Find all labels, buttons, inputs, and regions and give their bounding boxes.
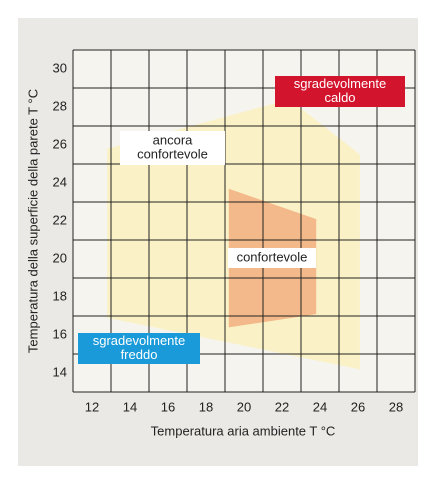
x-tick-label: 18 [199, 399, 213, 414]
annotation-text: sgradevolmente [294, 76, 387, 91]
x-tick-label: 16 [161, 399, 175, 414]
y-tick-label: 20 [53, 250, 67, 265]
y-tick-label: 26 [53, 136, 67, 151]
y-tick-label: 22 [53, 212, 67, 227]
annotation-text: confortevole [137, 146, 208, 161]
x-tick-label: 24 [313, 399, 327, 414]
y-tick-label: 28 [53, 98, 67, 113]
annotation-text: caldo [324, 90, 355, 105]
y-tick-label: 24 [53, 174, 67, 189]
x-tick-label: 14 [123, 399, 137, 414]
x-tick-label: 26 [351, 399, 365, 414]
y-tick-label: 14 [53, 364, 67, 379]
x-tick-label: 28 [389, 399, 403, 414]
x-tick-label: 22 [275, 399, 289, 414]
annotation-text: confortevole [237, 249, 308, 264]
y-tick-label: 16 [53, 326, 67, 341]
annotation-text: ancora [153, 132, 194, 147]
y-axis-title: Temperatura della superficie della paret… [25, 89, 40, 353]
annotation-text: freddo [121, 347, 158, 362]
x-tick-label: 20 [237, 399, 251, 414]
annotation-text: sgradevolmente [93, 333, 186, 348]
x-axis-title: Temperatura aria ambiente T °C [151, 423, 336, 438]
chart: 12 14 16 18 20 22 24 26 28 14 16 18 20 22 24 26 28 30 sgra… [0, 0, 426, 483]
y-tick-label: 18 [53, 288, 67, 303]
y-tick-label: 30 [53, 60, 67, 75]
x-tick-label: 12 [85, 399, 99, 414]
